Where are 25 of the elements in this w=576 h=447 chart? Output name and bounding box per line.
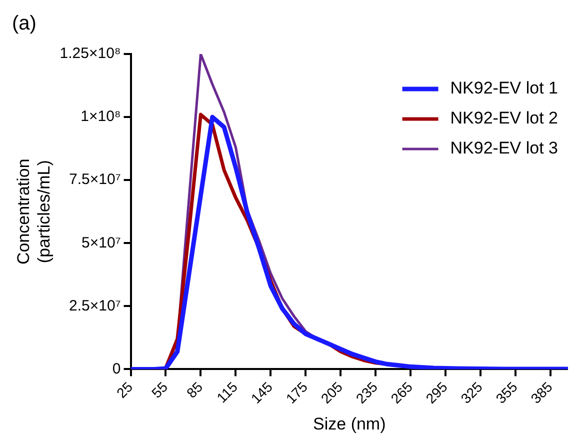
x-tick-label: 175 xyxy=(282,378,311,407)
x-tick-label: 385 xyxy=(528,378,556,407)
y-tick-label: 2.5×10⁷ xyxy=(69,297,121,314)
x-tick-label: 205 xyxy=(318,378,346,407)
x-axis-title: Size (nm) xyxy=(313,414,386,434)
x-tick-label: 295 xyxy=(422,378,451,407)
legend-label: NK92-EV lot 2 xyxy=(450,108,558,128)
y-tick-label: 0 xyxy=(112,360,121,378)
x-tick-label: 25 xyxy=(113,378,136,402)
y-tick-label: 7.5×10⁷ xyxy=(69,171,121,188)
legend-label: NK92-EV lot 1 xyxy=(450,78,558,98)
y-tick-label: 5×10⁷ xyxy=(82,234,121,252)
chart-title: (a) xyxy=(12,12,36,35)
x-tick-label: 145 xyxy=(248,378,276,407)
x-tick-label: 55 xyxy=(148,378,171,402)
x-tick-label: 325 xyxy=(458,378,486,407)
x-tick-label: 265 xyxy=(388,378,416,407)
x-tick-label: 85 xyxy=(183,378,206,402)
legend-label: NK92-EV lot 3 xyxy=(450,138,558,158)
x-tick-label: 355 xyxy=(492,378,521,407)
x-tick-label: 235 xyxy=(352,378,381,407)
y-tick-label: 1×10⁸ xyxy=(80,108,121,126)
y-axis-title: Concentration (particles/mL) xyxy=(14,158,54,265)
x-tick-label: 115 xyxy=(213,378,241,406)
y-tick-label: 1.25×10⁸ xyxy=(60,45,121,62)
